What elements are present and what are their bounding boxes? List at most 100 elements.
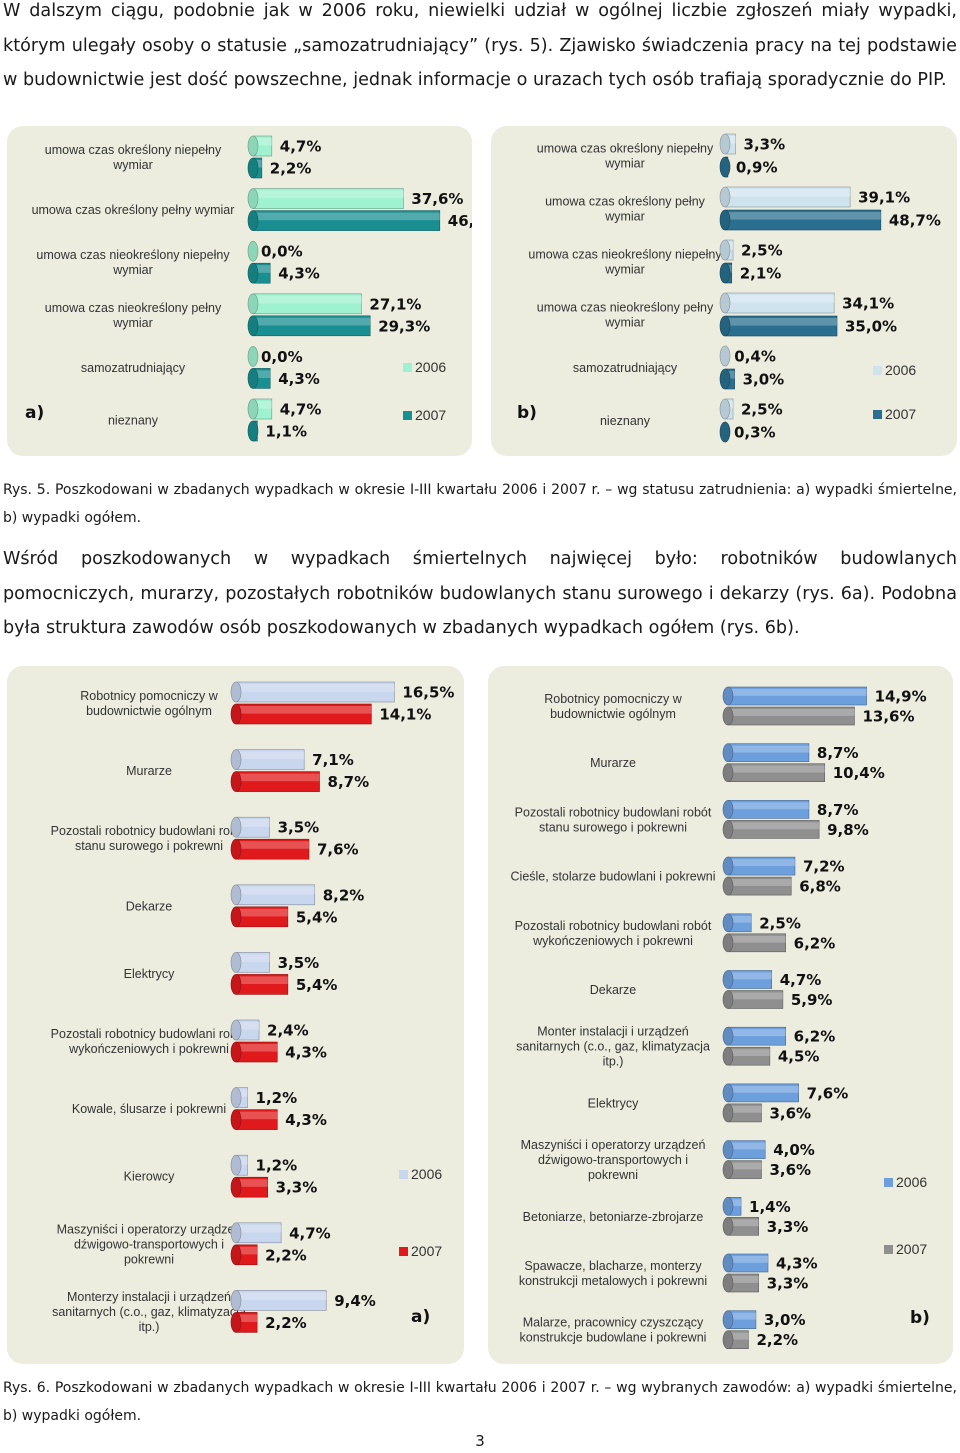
bar-2006 bbox=[230, 749, 305, 770]
bar-2006 bbox=[719, 186, 851, 208]
category-label: nieznany bbox=[108, 414, 159, 428]
category-label: Murarze bbox=[590, 756, 636, 770]
bar-2007 bbox=[722, 706, 855, 726]
bar-2007 bbox=[230, 974, 289, 995]
figure-6a-panel: Robotnicy pomocniczy w budownictwie ogóln… bbox=[7, 666, 464, 1364]
category-label: Spawacze, blacharze, monterzy konstrukcji… bbox=[519, 1259, 707, 1288]
data-label: 3,0% bbox=[764, 1311, 806, 1329]
data-label: 3,3% bbox=[276, 1179, 318, 1197]
data-label: 14,1% bbox=[379, 706, 431, 724]
data-label: 7,6% bbox=[317, 841, 359, 859]
panel-label: b) bbox=[517, 403, 537, 423]
data-label: 0,4% bbox=[734, 348, 776, 366]
data-label: 7,6% bbox=[807, 1084, 849, 1102]
data-label: 4,3% bbox=[285, 1044, 327, 1062]
bar-2006 bbox=[722, 743, 810, 762]
data-label: 13,6% bbox=[862, 708, 914, 726]
data-label: 8,7% bbox=[817, 801, 859, 819]
bar-2006 bbox=[247, 188, 404, 209]
legend-label-2007: 2007 bbox=[885, 406, 916, 422]
bar-2006 bbox=[230, 816, 270, 838]
data-label: 4,3% bbox=[776, 1255, 818, 1273]
bar-2006 bbox=[247, 346, 259, 367]
bar-2006 bbox=[719, 133, 736, 155]
bar-2006 bbox=[230, 1222, 282, 1244]
category-label: Kierowcy bbox=[124, 1170, 175, 1184]
category-label: samozatrudniający bbox=[81, 361, 186, 375]
category-label: Pozostali robotnicy budowlani robót stanu… bbox=[51, 824, 248, 853]
figure-5-caption: Rys. 5. Poszkodowani w zbadanych wypadka… bbox=[3, 482, 957, 526]
data-label: 2,2% bbox=[270, 160, 312, 178]
paragraph-intro: W dalszym ciągu, podobnie jak w 2006 rok… bbox=[3, 1, 957, 90]
bar-2006 bbox=[719, 345, 731, 367]
category-label: Pozostali robotnicy budowlani robót wykoń… bbox=[51, 1027, 248, 1056]
legend-label-2006: 2006 bbox=[415, 359, 446, 375]
bar-2006 bbox=[247, 398, 273, 420]
data-label: 46,7% bbox=[448, 212, 472, 230]
data-label: 0,0% bbox=[261, 243, 303, 261]
figure-6a-chart: Robotnicy pomocniczy w budownictwie ogóln… bbox=[51, 681, 454, 1334]
data-label: 3,5% bbox=[278, 954, 320, 972]
data-label: 3,0% bbox=[743, 371, 785, 389]
data-label: 2,2% bbox=[265, 1314, 307, 1332]
bar-2007 bbox=[719, 156, 731, 178]
data-label: 3,6% bbox=[769, 1104, 811, 1122]
data-label: 39,1% bbox=[858, 189, 910, 207]
data-label: 29,3% bbox=[378, 317, 430, 335]
data-label: 7,1% bbox=[312, 751, 354, 769]
category-label: Cieśle, stolarze budowlani i pokrewni bbox=[511, 870, 716, 884]
data-label: 3,3% bbox=[744, 136, 786, 154]
data-label: 4,5% bbox=[778, 1048, 820, 1066]
data-label: 9,8% bbox=[827, 821, 869, 839]
bar-2006 bbox=[722, 1253, 769, 1273]
category-label: umowa czas określony pełny wymiar bbox=[545, 195, 706, 224]
bar-2006 bbox=[722, 1310, 757, 1330]
panel-label: a) bbox=[25, 403, 44, 423]
figure-5a-chart: umowa czas określony niepełny wymiar 4,7% 2… bbox=[25, 135, 472, 442]
data-label: 5,4% bbox=[296, 976, 338, 994]
legend-swatch-2007 bbox=[403, 411, 412, 420]
bar-2007 bbox=[230, 1109, 278, 1130]
data-label: 8,2% bbox=[323, 886, 365, 904]
data-label: 35,0% bbox=[845, 318, 897, 336]
data-label: 4,3% bbox=[278, 265, 320, 283]
bar-2006 bbox=[719, 398, 734, 420]
data-label: 48,7% bbox=[889, 212, 941, 230]
bar-2007 bbox=[722, 1046, 771, 1066]
data-label: 37,6% bbox=[411, 190, 463, 208]
panel-label: a) bbox=[411, 1307, 430, 1327]
category-label: Malarze, pracownicy czyszczący konstrukcj… bbox=[520, 1316, 707, 1345]
bar-2007 bbox=[722, 1273, 759, 1293]
data-label: 8,7% bbox=[328, 773, 370, 791]
category-label: Dekarze bbox=[590, 983, 637, 997]
category-label: Maszyniści i operatorzy urządzeń dźwigowo… bbox=[521, 1138, 706, 1182]
data-label: 5,4% bbox=[296, 908, 338, 926]
figure-6b-chart: Robotnicy pomocniczy w budownictwie ogóln… bbox=[511, 686, 930, 1349]
data-label: 0,3% bbox=[734, 424, 776, 442]
legend-label-2007: 2007 bbox=[896, 1241, 927, 1257]
category-label: samozatrudniający bbox=[573, 361, 678, 375]
category-label: Monterzy instalacji i urządzeń sanitarnyc… bbox=[52, 1290, 246, 1334]
bar-2007 bbox=[722, 1160, 762, 1179]
category-label: Robotnicy pomocniczy w budownictwie ogóln… bbox=[80, 689, 219, 718]
data-label: 6,2% bbox=[794, 1028, 836, 1046]
bar-2007 bbox=[230, 906, 289, 928]
data-label: 4,3% bbox=[285, 1111, 327, 1129]
data-label: 3,6% bbox=[769, 1161, 811, 1179]
data-label: 6,2% bbox=[794, 934, 836, 952]
data-label: 4,7% bbox=[289, 1224, 331, 1242]
bar-2007 bbox=[247, 157, 263, 179]
data-label: 0,9% bbox=[736, 159, 778, 177]
legend-label-2006: 2006 bbox=[411, 1166, 442, 1182]
category-label: Robotnicy pomocniczy w budownictwie ogóln… bbox=[544, 692, 683, 721]
category-label: Betoniarze, betoniarze-zbrojarze bbox=[523, 1210, 704, 1224]
bar-2007 bbox=[719, 368, 735, 390]
bar-2007 bbox=[230, 1244, 258, 1266]
bar-2006 bbox=[230, 1019, 260, 1041]
legend-label-2007: 2007 bbox=[415, 407, 446, 423]
bar-2007 bbox=[247, 420, 259, 442]
bar-2006 bbox=[247, 293, 362, 315]
bar-2006 bbox=[722, 1026, 786, 1046]
data-label: 1,2% bbox=[256, 1157, 298, 1175]
bar-2007 bbox=[722, 1103, 762, 1123]
